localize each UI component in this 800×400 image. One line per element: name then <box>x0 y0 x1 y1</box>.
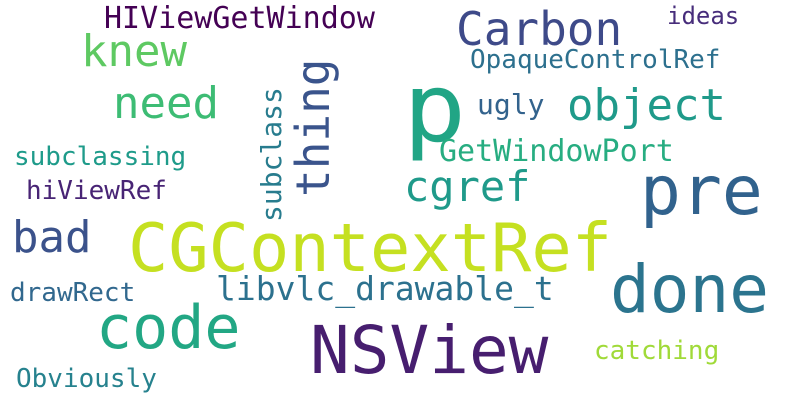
word-hiviewref: hiViewRef <box>26 176 167 206</box>
word-nsview: NSView <box>310 312 549 389</box>
word-knew: knew <box>81 26 187 77</box>
word-subclass: subclass <box>255 87 288 222</box>
word-pre: pre <box>640 152 763 231</box>
word-need: need <box>113 78 219 129</box>
word-drawrect: drawRect <box>10 278 136 308</box>
word-cgref: cgref <box>404 162 531 211</box>
word-hiviewgetwindow: HIViewGetWindow <box>104 1 375 36</box>
word-p: p <box>403 53 467 164</box>
word-bad: bad <box>12 212 92 263</box>
word-ugly: ugly <box>477 88 545 121</box>
word-subclassing: subclassing <box>14 142 187 172</box>
word-done: done <box>610 251 769 328</box>
word-cgcontextref: CGContextRef <box>128 209 613 287</box>
word-thing: thing <box>286 58 340 197</box>
word-carbon: Carbon <box>456 2 623 56</box>
word-code: code <box>96 293 241 363</box>
word-ideas: ideas <box>667 2 740 30</box>
word-object: object <box>567 80 726 131</box>
word-libvlc-drawable-t: libvlc_drawable_t <box>216 269 554 308</box>
word-obviously: Obviously <box>16 364 157 394</box>
word-opaquecontrolref: OpaqueControlRef <box>470 45 721 75</box>
word-getwindowport: GetWindowPort <box>439 134 674 169</box>
word-catching: catching <box>594 336 720 366</box>
